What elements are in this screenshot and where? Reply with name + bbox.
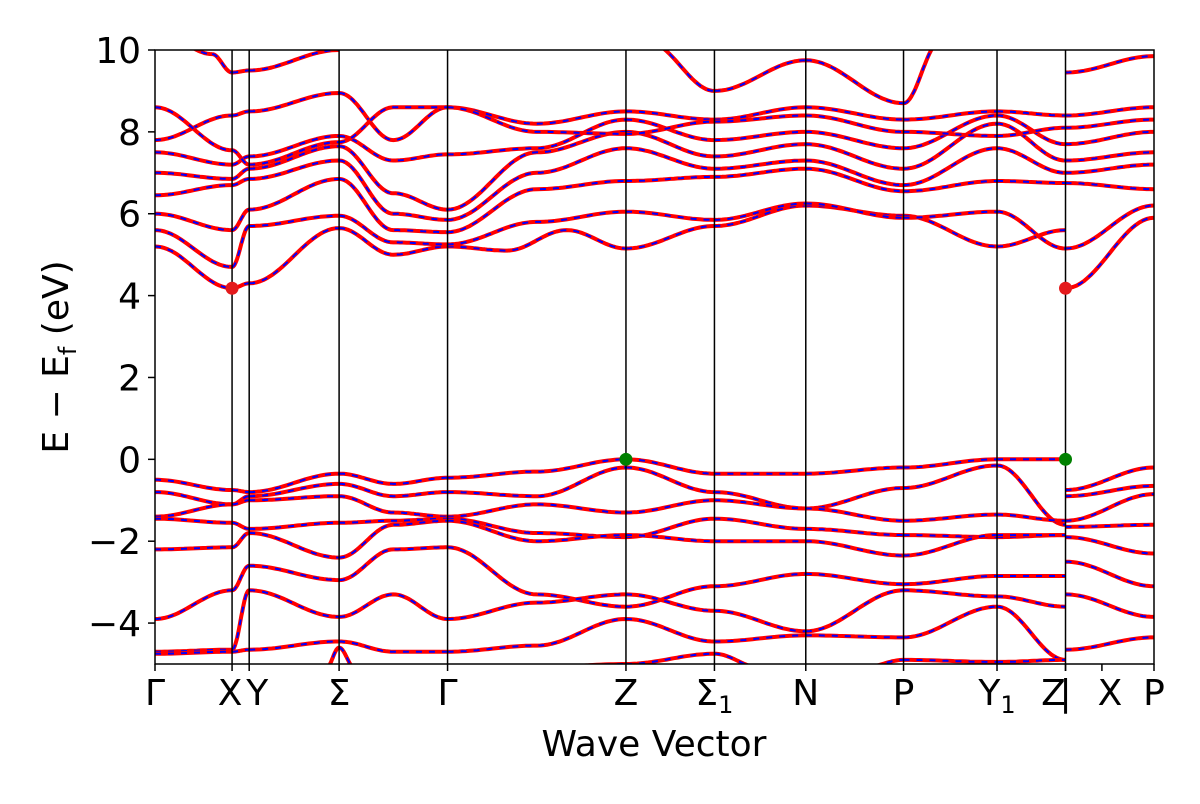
y-tick-label: 4 bbox=[118, 277, 141, 318]
band-2 bbox=[155, 201, 1154, 269]
band-line-overlay bbox=[155, 589, 1154, 653]
plot-frame bbox=[154, 49, 1155, 665]
y-axis-ticks: −4 −2 0 2 4 6 8 10 bbox=[88, 31, 155, 645]
x-tick-label: P bbox=[1143, 673, 1165, 714]
band-line-overlay bbox=[155, 106, 1154, 166]
band-line-overlay bbox=[155, 546, 1154, 620]
y-tick-label: −2 bbox=[88, 522, 141, 563]
band-line-overlay bbox=[155, 114, 1154, 166]
band-edge-marker bbox=[1059, 452, 1073, 466]
band-9 bbox=[192, 50, 1154, 106]
x-tick-label: X bbox=[218, 673, 243, 714]
band-edge-marker bbox=[225, 281, 239, 295]
band-edge-marker bbox=[619, 452, 633, 466]
y-tick-label: −4 bbox=[88, 604, 141, 645]
band-line-overlay bbox=[155, 519, 1154, 559]
x-tick-label: Z bbox=[614, 673, 639, 714]
band-18 bbox=[327, 645, 1066, 664]
x-tick-label: Σ bbox=[328, 673, 351, 714]
band-3 bbox=[155, 166, 1154, 235]
band-line-overlay bbox=[155, 147, 1154, 221]
x-axis-ticks: Γ X Y Σ Γ Z Σ1 N P Y1 Z| X P bbox=[145, 664, 1165, 719]
x-tick-label: | bbox=[1059, 673, 1071, 714]
band-10 bbox=[155, 457, 1154, 495]
band-17 bbox=[155, 604, 1154, 662]
x-tick-label: Γ bbox=[438, 673, 458, 714]
x-tick-label: Y bbox=[245, 673, 269, 714]
band-line-overlay bbox=[155, 204, 1154, 290]
band-line-overlay bbox=[155, 202, 1154, 268]
band-line-overlay bbox=[328, 646, 1066, 664]
band-8 bbox=[155, 105, 1154, 167]
x-tick-label: P bbox=[893, 673, 915, 714]
band-14 bbox=[155, 518, 1154, 560]
band-15 bbox=[155, 545, 1154, 621]
band-line bbox=[192, 50, 1154, 106]
y-axis-title: E − Ef (eV) bbox=[36, 260, 82, 453]
band-line-overlay bbox=[155, 458, 1154, 494]
x-tick-label: Γ bbox=[145, 673, 165, 714]
x-tick-label: Σ1 bbox=[695, 673, 733, 719]
x-axis-title: Wave Vector bbox=[542, 724, 767, 765]
x-tick-label: N bbox=[792, 673, 819, 714]
band-line-overlay bbox=[155, 167, 1154, 234]
y-axis-title-subscript: f bbox=[54, 346, 82, 355]
x-tick-label: X bbox=[1098, 673, 1123, 714]
band-12 bbox=[155, 492, 1154, 523]
band-line bbox=[155, 604, 1154, 662]
x-tick-label: Z bbox=[1041, 673, 1066, 714]
band-line bbox=[155, 166, 1154, 235]
x-tick-label: Y1 bbox=[977, 673, 1015, 719]
y-tick-label: 8 bbox=[118, 113, 141, 154]
band-line bbox=[155, 146, 1154, 222]
bands-layer bbox=[155, 50, 1154, 664]
band-line-overlay bbox=[155, 605, 1154, 661]
band-line-overlay bbox=[194, 50, 1154, 105]
high-symmetry-lines bbox=[231, 50, 1067, 664]
y-axis-title-units: (eV) bbox=[36, 260, 77, 346]
y-tick-label: 10 bbox=[95, 31, 141, 72]
band-edge-marker bbox=[1059, 281, 1073, 295]
band-4 bbox=[155, 146, 1154, 222]
band-5 bbox=[155, 121, 1154, 212]
y-tick-label: 6 bbox=[118, 195, 141, 236]
band-edge-markers bbox=[225, 281, 1073, 466]
y-axis-title-main: E − E bbox=[36, 355, 77, 454]
band-line-overlay bbox=[155, 517, 1154, 539]
y-tick-label: 2 bbox=[118, 358, 141, 399]
band-line-overlay bbox=[155, 493, 1154, 522]
band-line-overlay bbox=[155, 464, 1154, 526]
y-tick-label: 0 bbox=[118, 440, 141, 481]
band-line-overlay bbox=[155, 122, 1154, 211]
